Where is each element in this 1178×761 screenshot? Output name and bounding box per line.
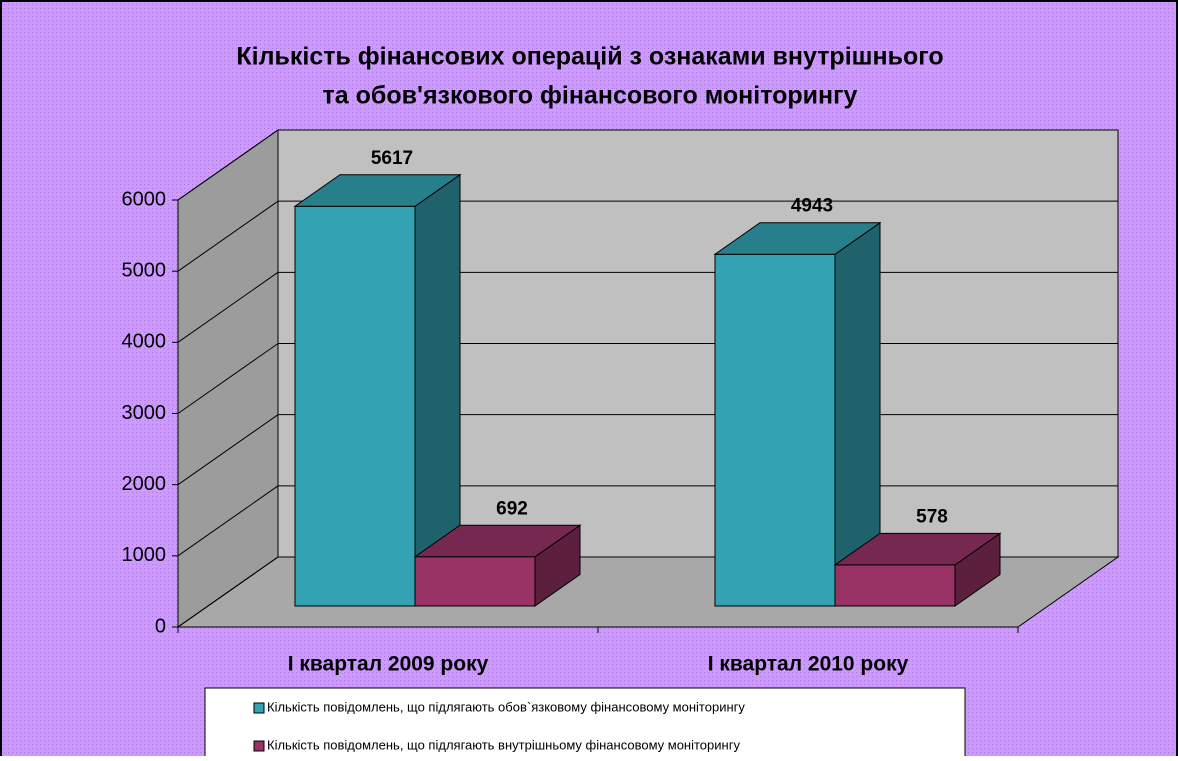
value-label: 5617 — [371, 148, 413, 169]
y-tick-label: 3000 — [122, 402, 167, 424]
grid-line — [177, 343, 279, 414]
y-tick-label: 1000 — [122, 544, 167, 566]
chart-title: Кількість фінансових операцій з ознаками… — [236, 43, 943, 71]
bar-front — [834, 564, 956, 607]
grid-line — [177, 129, 279, 201]
bar-top — [713, 222, 882, 255]
y-tick-label: 5000 — [122, 259, 167, 281]
x-tick-label: І квартал 2009 року — [288, 653, 489, 676]
bar-top — [413, 524, 582, 558]
bar-top — [833, 532, 1002, 566]
value-label: 4943 — [791, 196, 833, 217]
value-label: 692 — [496, 498, 528, 519]
legend — [204, 687, 966, 761]
value-label: 578 — [916, 506, 948, 527]
bar-front — [294, 205, 416, 607]
grid-line — [177, 485, 279, 557]
bar — [713, 221, 882, 607]
y-tick-label: 0 — [155, 615, 166, 637]
legend-label: Кількість повідомлень, що підлягають обо… — [267, 699, 745, 714]
grid-line — [177, 556, 279, 628]
x-tick-label: І квартал 2010 року — [708, 653, 909, 676]
y-tick-label: 4000 — [122, 331, 167, 353]
grid-line — [177, 200, 279, 272]
legend-marker — [253, 702, 265, 714]
legend-label: Кількість повідомлень, що підлягають вну… — [267, 737, 740, 752]
legend-marker — [253, 740, 265, 752]
bar — [833, 532, 1002, 607]
y-tick-label: 2000 — [122, 473, 167, 495]
bar-top — [293, 174, 462, 207]
grid-line — [177, 271, 279, 343]
y-tick-label: 6000 — [122, 188, 167, 210]
bar-front — [714, 253, 836, 607]
bar-front — [414, 556, 536, 607]
chart-title: та обов'язкового фінансового моніторингу — [323, 82, 858, 110]
grid-line — [177, 414, 279, 486]
bar — [293, 173, 462, 607]
bar — [413, 524, 582, 607]
